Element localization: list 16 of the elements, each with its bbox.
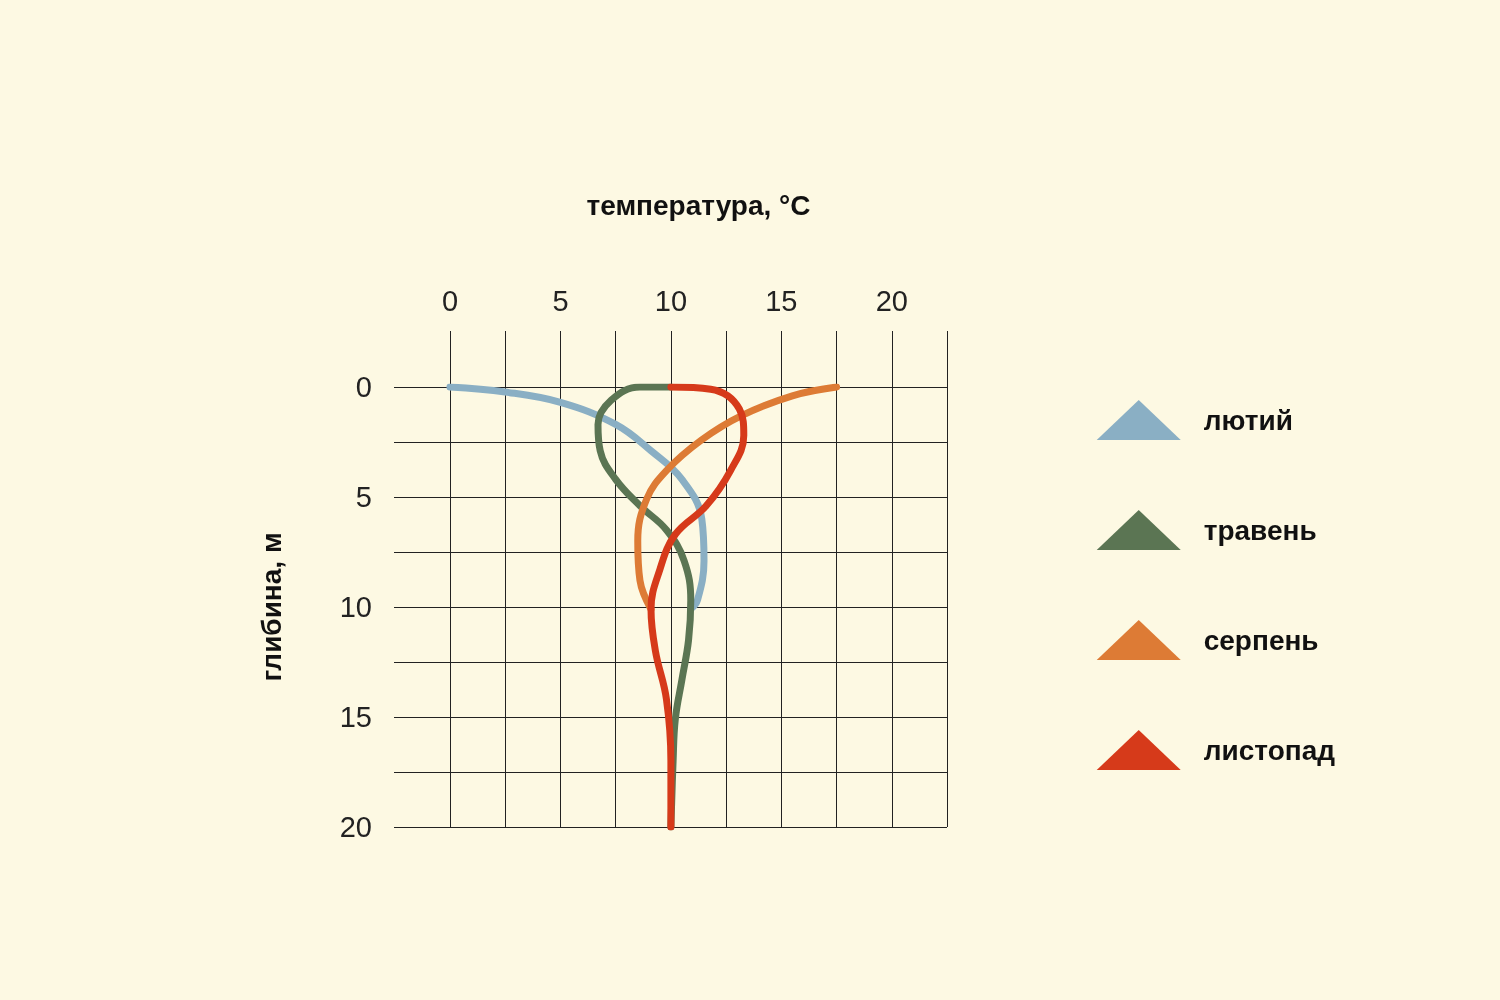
x-tick-label: 5 [552,284,569,317]
y-tick-label: 5 [355,481,372,513]
y-tick-label: 20 [339,811,372,843]
legend-label: серпень [1203,624,1319,656]
y-tick-label: 0 [355,371,372,403]
x-axis-title: температура, °C [586,189,811,221]
legend-label: листопад [1203,734,1336,766]
legend-label: лютий [1203,404,1293,436]
x-tick-label: 15 [765,284,798,317]
x-tick-label: 0 [441,284,459,317]
x-tick-label: 10 [654,284,688,317]
y-tick-label: 10 [339,591,372,623]
y-tick-label: 15 [339,701,372,733]
legend-label: травень [1203,514,1317,546]
y-axis-title: глибина, м [255,532,287,682]
x-tick-label: 20 [875,284,908,317]
